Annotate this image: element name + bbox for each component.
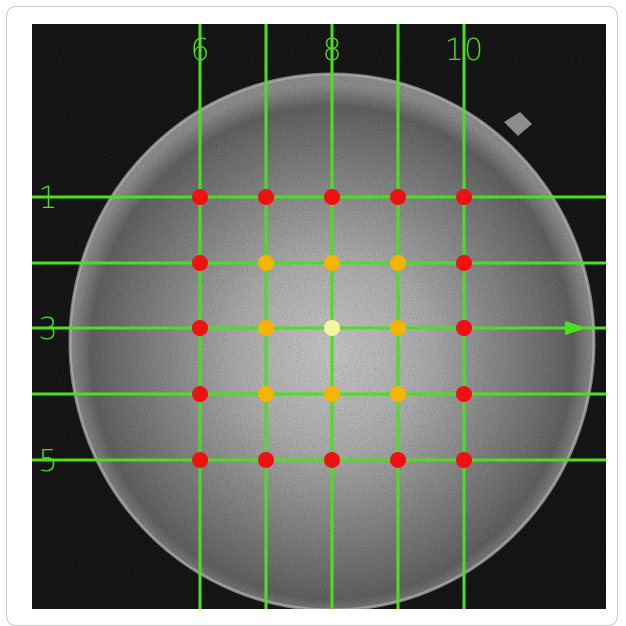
column-label-6: 6	[190, 33, 209, 68]
column-label-10: 10	[445, 33, 483, 68]
marker-red-r1-c5	[456, 189, 472, 205]
marker-orange-r2-c4	[390, 255, 406, 271]
marker-red-r5-c1	[192, 452, 208, 468]
marker-red-r3-c1	[192, 320, 208, 336]
row-label-1: 1	[38, 181, 57, 216]
row-label-5: 5	[38, 444, 57, 479]
marker-red-r1-c4	[390, 189, 406, 205]
marker-red-r1-c2	[258, 189, 274, 205]
specimen-notch	[504, 112, 532, 136]
marker-red-r5-c5	[456, 452, 472, 468]
marker-yellow-r3-c3	[324, 320, 340, 336]
grid-overlay: 6 8 10 1 3 5	[32, 24, 606, 609]
marker-orange-r3-c4	[390, 320, 406, 336]
specimen-image: 6 8 10 1 3 5	[32, 24, 606, 609]
row-arrow-icon	[565, 321, 587, 335]
marker-red-r2-c5	[456, 255, 472, 271]
row-label-3: 3	[38, 312, 57, 347]
marker-orange-r4-c4	[390, 386, 406, 402]
marker-red-r1-c3	[324, 189, 340, 205]
marker-red-r5-c4	[390, 452, 406, 468]
marker-red-r4-c5	[456, 386, 472, 402]
marker-orange-r4-c3	[324, 386, 340, 402]
marker-red-r4-c1	[192, 386, 208, 402]
marker-red-r1-c1	[192, 189, 208, 205]
marker-red-r5-c2	[258, 452, 274, 468]
marker-orange-r4-c2	[258, 386, 274, 402]
marker-orange-r3-c2	[258, 320, 274, 336]
marker-red-r2-c1	[192, 255, 208, 271]
marker-red-r3-c5	[456, 320, 472, 336]
column-label-8: 8	[322, 33, 341, 68]
marker-orange-r2-c2	[258, 255, 274, 271]
marker-red-r5-c3	[324, 452, 340, 468]
marker-orange-r2-c3	[324, 255, 340, 271]
